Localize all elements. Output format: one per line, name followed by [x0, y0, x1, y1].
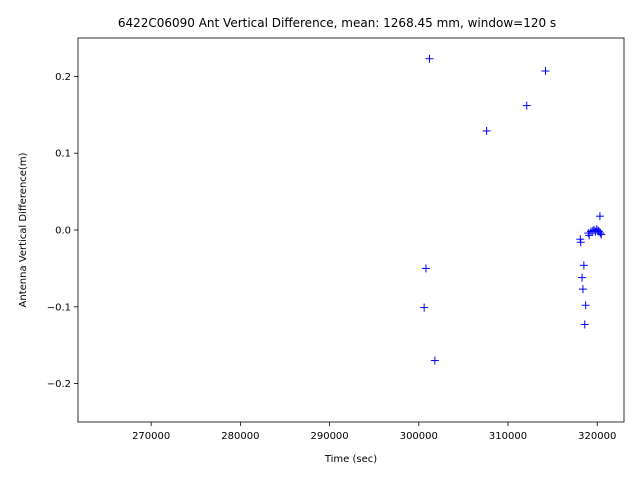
x-tick-label: 310000: [489, 431, 527, 442]
data-point: [585, 231, 594, 240]
data-point: [580, 320, 589, 329]
x-axis-label: Time (sec): [324, 454, 377, 465]
y-tick-label: −0.2: [47, 379, 71, 390]
data-point: [522, 101, 531, 110]
data-point: [578, 273, 587, 282]
data-point: [576, 238, 585, 247]
axes-frame: [77, 37, 625, 423]
data-point: [482, 126, 491, 135]
data-point: [420, 303, 429, 312]
y-tick-label: 0.0: [55, 226, 71, 237]
y-tick-label: 0.2: [55, 72, 71, 83]
x-tick-label: 300000: [400, 431, 438, 442]
data-point: [595, 212, 604, 221]
data-point: [597, 230, 606, 239]
data-point: [425, 54, 434, 63]
data-point: [596, 229, 605, 238]
data-point: [581, 301, 590, 310]
data-point: [541, 67, 550, 76]
y-tick-label: −0.1: [47, 302, 71, 313]
data-point: [421, 264, 430, 273]
chart-title: 6422C06090 Ant Vertical Difference, mean…: [118, 16, 556, 30]
plot-area: 270000 280000 290000 300000 310000 320000 −0.2…: [47, 54, 616, 442]
data-point: [578, 285, 587, 294]
x-tick-label: 270000: [132, 431, 170, 442]
x-tick-label: 290000: [310, 431, 348, 442]
x-tick-label: 280000: [221, 431, 259, 442]
y-axis-label: Antenna Vertical Difference(m): [18, 152, 29, 307]
x-tick-label: 320000: [578, 431, 616, 442]
data-point: [430, 356, 439, 365]
y-tick-label: 0.1: [55, 149, 71, 160]
data-point: [579, 261, 588, 270]
